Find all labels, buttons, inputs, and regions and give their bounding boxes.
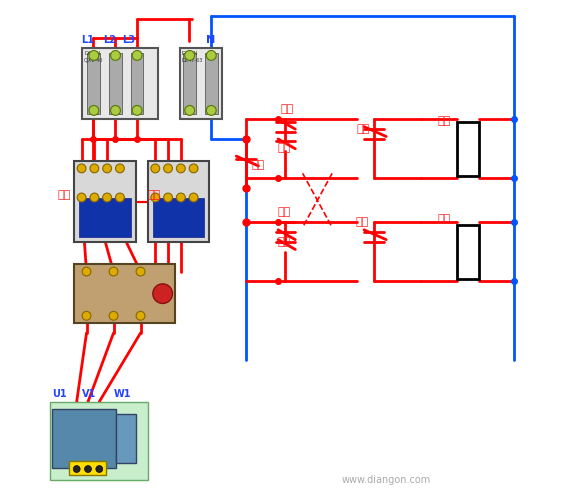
Ellipse shape <box>77 193 86 202</box>
Ellipse shape <box>90 193 99 202</box>
Text: 反转: 反转 <box>438 214 451 224</box>
Text: 反转: 反转 <box>357 124 370 133</box>
Ellipse shape <box>90 164 99 173</box>
Bar <box>74 264 175 323</box>
Ellipse shape <box>164 193 173 202</box>
Text: CJX1-40: CJX1-40 <box>84 58 104 63</box>
Ellipse shape <box>89 106 99 116</box>
Text: DELIN: DELIN <box>84 51 100 56</box>
Text: www.diangon.com: www.diangon.com <box>342 475 431 485</box>
Text: W1: W1 <box>114 389 131 399</box>
Ellipse shape <box>89 50 99 60</box>
Ellipse shape <box>132 50 142 60</box>
Bar <box>69 461 106 475</box>
Bar <box>109 53 122 115</box>
Text: 正转: 正转 <box>438 116 451 126</box>
Text: V1: V1 <box>82 389 96 399</box>
Text: 启动: 启动 <box>277 237 290 247</box>
Ellipse shape <box>110 50 121 60</box>
Bar <box>79 198 131 237</box>
Ellipse shape <box>177 164 185 173</box>
Ellipse shape <box>153 284 173 303</box>
Ellipse shape <box>82 311 91 320</box>
Ellipse shape <box>164 164 173 173</box>
Text: 反转: 反转 <box>277 207 290 217</box>
Ellipse shape <box>73 465 80 472</box>
Ellipse shape <box>151 193 160 202</box>
Bar <box>205 53 218 115</box>
Bar <box>148 161 209 242</box>
Text: L1: L1 <box>82 35 95 45</box>
Ellipse shape <box>207 50 216 60</box>
Bar <box>88 53 100 115</box>
Ellipse shape <box>136 311 145 320</box>
Ellipse shape <box>207 106 216 116</box>
Ellipse shape <box>151 164 160 173</box>
Ellipse shape <box>185 50 195 60</box>
Ellipse shape <box>84 465 92 472</box>
Bar <box>183 53 196 115</box>
Text: 停止: 停止 <box>251 161 264 170</box>
Bar <box>457 225 479 279</box>
Ellipse shape <box>185 106 195 116</box>
Bar <box>457 122 479 176</box>
Text: 正转: 正转 <box>281 104 294 114</box>
Ellipse shape <box>189 164 198 173</box>
Ellipse shape <box>189 193 198 202</box>
Text: U1: U1 <box>52 389 67 399</box>
Ellipse shape <box>77 164 86 173</box>
Bar <box>74 161 136 242</box>
Bar <box>153 198 204 237</box>
Text: 正转: 正转 <box>355 217 369 227</box>
Ellipse shape <box>102 193 112 202</box>
Ellipse shape <box>136 267 145 276</box>
Ellipse shape <box>109 267 118 276</box>
Bar <box>50 402 148 480</box>
Text: N: N <box>206 35 215 45</box>
Ellipse shape <box>110 106 121 116</box>
Bar <box>131 53 144 115</box>
Text: DELIN: DELIN <box>182 51 198 56</box>
Text: 启动: 启动 <box>277 143 290 153</box>
Bar <box>180 48 222 119</box>
Text: 正转: 正转 <box>57 190 70 200</box>
Text: L3: L3 <box>122 35 135 45</box>
Ellipse shape <box>109 311 118 320</box>
Text: 反转: 反转 <box>148 190 161 200</box>
Bar <box>82 48 158 119</box>
Ellipse shape <box>82 267 91 276</box>
Ellipse shape <box>115 193 125 202</box>
Ellipse shape <box>132 106 142 116</box>
Ellipse shape <box>177 193 185 202</box>
Ellipse shape <box>115 164 125 173</box>
Text: L2: L2 <box>102 35 115 45</box>
Ellipse shape <box>96 465 102 472</box>
Bar <box>116 414 136 463</box>
Ellipse shape <box>102 164 112 173</box>
Bar <box>52 409 116 468</box>
Text: DZ47-63: DZ47-63 <box>182 58 203 63</box>
